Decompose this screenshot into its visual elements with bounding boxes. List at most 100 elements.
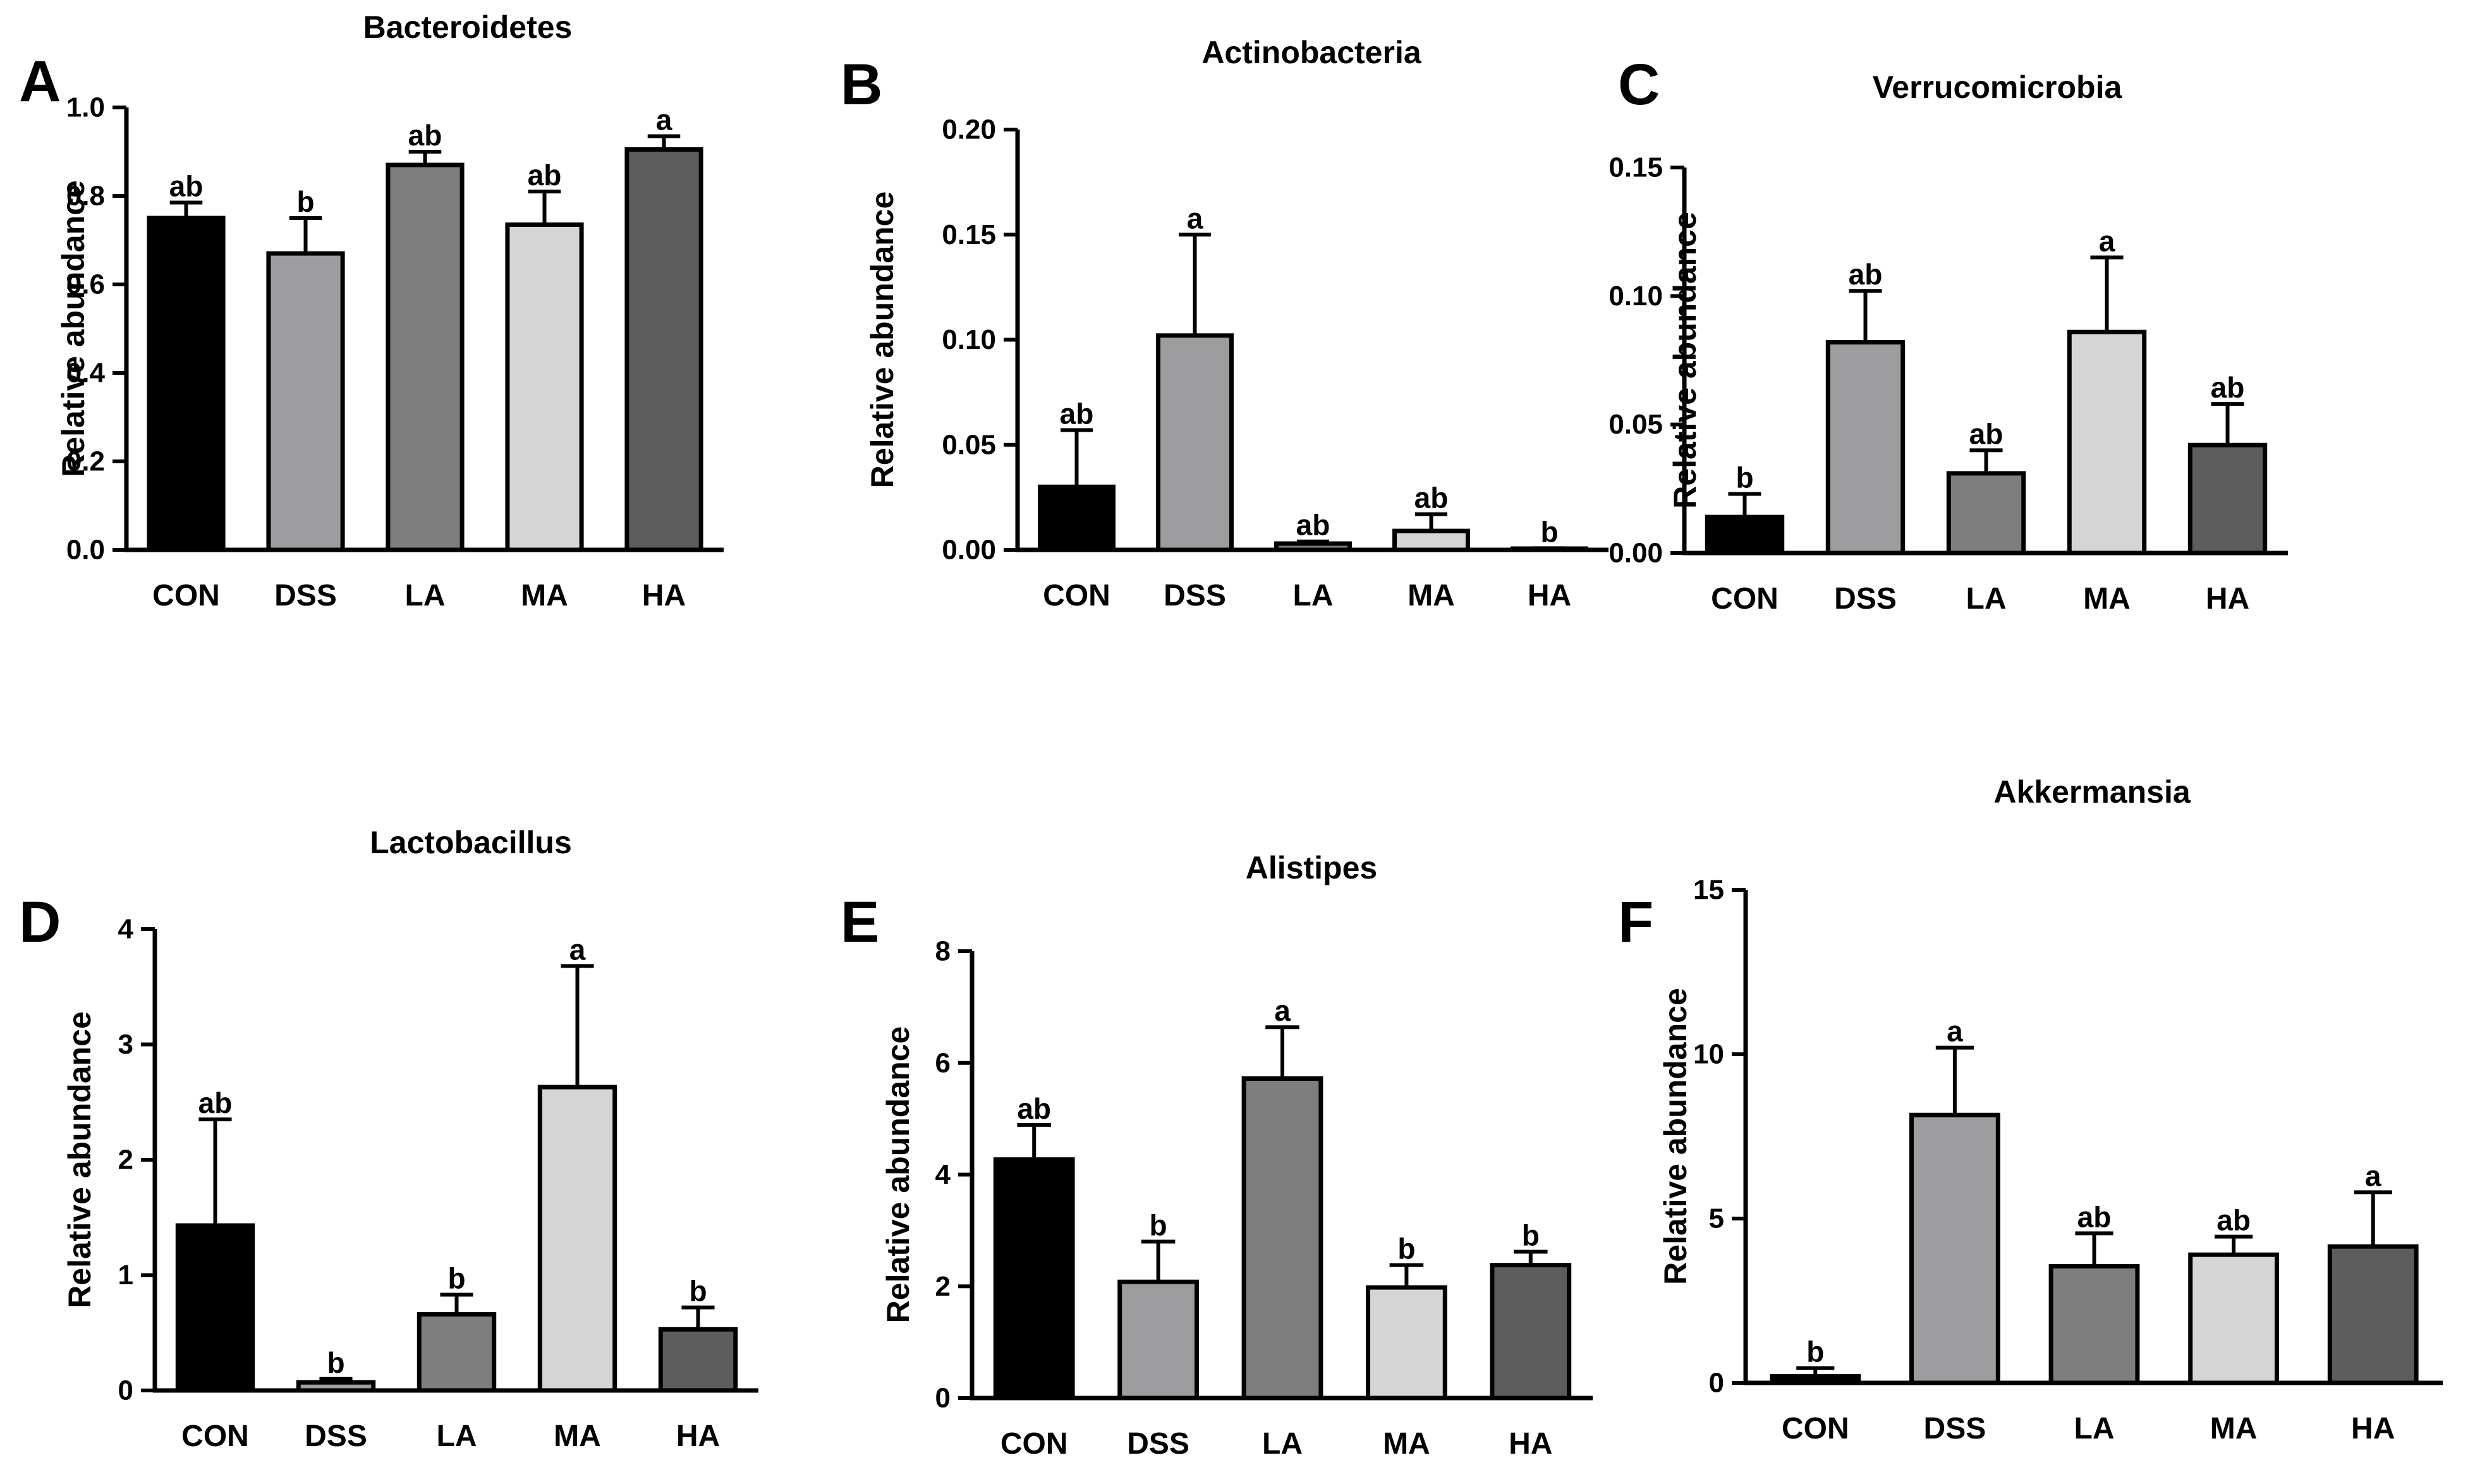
bar-dss [1825, 340, 1906, 556]
significance-label: b [447, 1262, 465, 1295]
y-tick-label: 15 [1693, 875, 1724, 906]
y-tick-label: 5 [1709, 1203, 1724, 1234]
bar-con [175, 1223, 255, 1393]
y-tick-label: 0 [118, 1375, 133, 1406]
category-label: DSS [1164, 579, 1226, 612]
y-axis-label: Relative abundance [865, 192, 900, 489]
y-tick-label: 2 [935, 1271, 951, 1302]
panel-letter: E [841, 890, 879, 954]
y-tick-label: 1 [118, 1260, 133, 1291]
panel-letter: B [841, 52, 882, 117]
significance-label: ab [1017, 1092, 1051, 1125]
panel-letter: A [19, 49, 61, 114]
bar-con [993, 1157, 1075, 1401]
significance-label: a [2365, 1159, 2381, 1192]
category-label: CON [181, 1420, 249, 1453]
significance-label: ab [528, 159, 562, 192]
bar-ma [1392, 528, 1470, 552]
significance-label: a [1947, 1015, 1963, 1048]
category-label: MA [554, 1420, 601, 1453]
panel-letter: D [19, 890, 61, 954]
bar-la [417, 1312, 497, 1393]
category-label: CON [1000, 1427, 1068, 1461]
bar-ha [1490, 1263, 1572, 1401]
significance-label: b [1150, 1209, 1167, 1242]
category-label: MA [1383, 1427, 1430, 1461]
bar-con [1770, 1374, 1861, 1385]
category-label: HA [1528, 579, 1571, 612]
y-tick-label: 0.15 [1608, 152, 1663, 183]
bar-ha [624, 147, 703, 552]
category-label: DSS [274, 579, 337, 612]
category-label: LA [1966, 582, 2007, 616]
y-tick-label: 0.05 [1608, 409, 1663, 440]
significance-label: ab [2077, 1200, 2112, 1233]
significance-label: a [656, 104, 672, 137]
bar-ma [537, 1085, 617, 1393]
bar-la [1241, 1076, 1323, 1401]
panel-d: D Lactobacillus Relative abundance 0 1 2 3 4 ab C… [19, 825, 758, 1453]
bar-dss [1156, 333, 1234, 552]
significance-label: ab [2217, 1204, 2251, 1237]
y-tick-label: 0.6 [66, 269, 105, 300]
y-tick-label: 3 [118, 1029, 133, 1060]
significance-label: b [327, 1346, 344, 1379]
y-tick-label: 4 [118, 914, 134, 945]
y-axis-label: Relative abundance [62, 1011, 97, 1308]
bar-con [1705, 514, 1785, 556]
category-label: HA [642, 579, 686, 612]
bar-ma [1366, 1285, 1447, 1401]
significance-label: ab [1296, 509, 1330, 542]
bar-ha [658, 1327, 738, 1393]
significance-label: ab [1969, 417, 2004, 450]
panel-letter: C [1618, 52, 1660, 117]
bar-la [386, 162, 465, 552]
y-tick-label: 2 [118, 1145, 133, 1176]
y-tick-label: 0.4 [66, 358, 106, 389]
significance-label: b [689, 1275, 707, 1308]
chart-title: Actinobacteria [1201, 35, 1422, 70]
category-label: LA [405, 579, 446, 612]
bar-la [1274, 541, 1352, 552]
category-label: CON [1782, 1412, 1849, 1445]
y-tick-label: 0.10 [942, 324, 996, 355]
y-tick-label: 0.8 [66, 181, 105, 212]
bar-con [147, 216, 226, 552]
significance-label: b [1806, 1335, 1824, 1368]
chart-title: Bacteroidetes [363, 9, 573, 45]
bar-dss [1909, 1112, 2000, 1385]
y-tick-label: 0.15 [942, 219, 996, 250]
bar-dss [1117, 1279, 1199, 1401]
panel-a: A Bacteroidetes Relative abundance 0.0 0.2 0.… [19, 9, 724, 612]
category-label: LA [437, 1420, 477, 1453]
category-label: LA [1293, 579, 1334, 612]
chart-title: Verrucomicrobia [1873, 70, 2123, 105]
category-label: DSS [1834, 582, 1897, 616]
y-axis-label: Relative abundance [880, 1026, 916, 1323]
category-label: HA [676, 1420, 720, 1453]
bar-ma [2067, 329, 2147, 556]
category-label: CON [152, 579, 220, 612]
y-tick-label: 8 [935, 936, 951, 967]
chart-title: Lactobacillus [370, 825, 572, 860]
panel-b: B Actinobacteria Relative abundance 0.00 0.0… [841, 35, 1608, 612]
category-label: HA [2206, 582, 2249, 616]
category-label: HA [2351, 1412, 2395, 1445]
category-label: MA [521, 579, 568, 612]
category-label: MA [2210, 1412, 2258, 1445]
significance-label: ab [169, 170, 204, 203]
significance-label: ab [1849, 258, 1883, 291]
bar-con [1038, 484, 1116, 552]
y-axis-label: Relative abundance [1658, 988, 1693, 1285]
category-label: DSS [1924, 1412, 1986, 1445]
bar-dss [296, 1380, 376, 1393]
y-tick-label: 0.00 [1608, 538, 1663, 569]
significance-label: b [1736, 461, 1753, 494]
y-tick-label: 0 [935, 1383, 951, 1414]
significance-label: ab [198, 1086, 233, 1119]
chart-title: Akkermansia [1993, 774, 2191, 810]
chart-title: Alistipes [1246, 850, 1377, 885]
y-tick-label: 0.10 [1608, 281, 1663, 312]
